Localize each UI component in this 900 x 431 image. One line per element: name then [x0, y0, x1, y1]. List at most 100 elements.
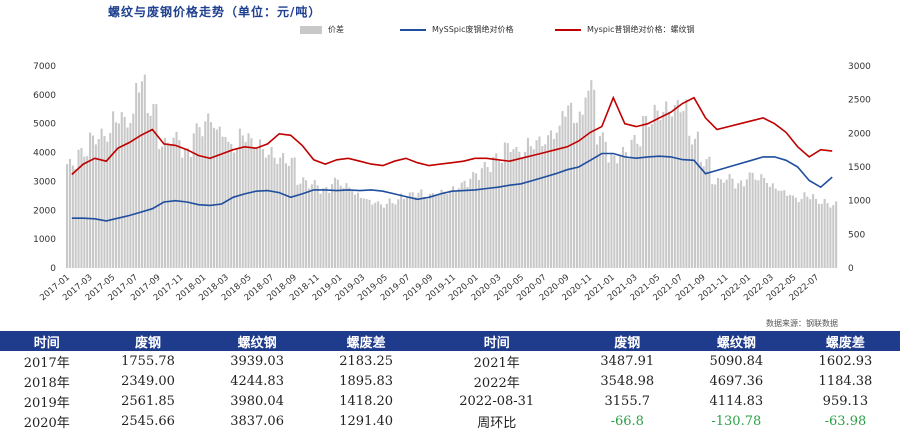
spread-bar	[89, 132, 92, 268]
spread-bar	[282, 153, 285, 268]
spread-bar	[797, 202, 800, 268]
spread-bar	[806, 196, 809, 268]
table-cell: 周环比	[477, 415, 517, 431]
spread-bar	[673, 105, 676, 268]
spread-bar	[538, 136, 541, 268]
spread-bar	[619, 154, 622, 268]
spread-bar	[302, 177, 305, 268]
spread-bar	[627, 158, 630, 268]
spread-bar	[702, 166, 705, 268]
table-cell-change: -130.78	[711, 413, 762, 429]
spread-bar	[420, 189, 423, 268]
spread-bar	[705, 159, 708, 268]
spread-bar	[601, 132, 604, 268]
spread-bar	[186, 148, 190, 268]
spread-bar	[207, 113, 210, 269]
spread-bar	[140, 81, 143, 268]
spread-bar	[394, 204, 397, 268]
spread-bar	[506, 143, 509, 268]
spread-bar	[181, 157, 184, 268]
spread-bar	[740, 180, 743, 268]
spread-bar	[748, 172, 751, 268]
spread-bar	[437, 195, 440, 268]
spread-bar	[621, 146, 625, 268]
spread-bar	[670, 116, 674, 268]
spread-bar	[210, 122, 213, 268]
spread-bar	[532, 149, 535, 268]
y-right-tick-label: 3000	[848, 62, 871, 72]
spread-bar	[316, 185, 319, 268]
table-cell: 4244.83	[230, 373, 284, 389]
spread-bar	[143, 74, 146, 268]
table-cell: 1291.40	[339, 413, 394, 429]
spread-bar	[440, 189, 443, 268]
data-source: 数据来源：钢联数据	[766, 319, 838, 328]
table-row: 2019年 2561.85 3980.04 1418.20 2022-08-31…	[0, 391, 900, 411]
header-cell: 时间	[33, 335, 60, 351]
spread-bar	[227, 141, 230, 268]
spread-bar	[575, 122, 578, 268]
spread-bar	[656, 110, 659, 268]
spread-bar	[368, 199, 371, 268]
spread-bar	[763, 177, 766, 268]
spread-bar	[719, 179, 722, 268]
spread-bar	[428, 193, 432, 268]
rebar-price-line	[71, 95, 833, 176]
spread-bar	[590, 80, 593, 268]
spread-bar	[662, 111, 665, 268]
spread-bar	[126, 127, 129, 268]
table-cell: 1184.38	[818, 373, 873, 389]
spread-bar	[293, 157, 296, 268]
spread-bar	[483, 161, 486, 268]
spread-bar	[452, 186, 455, 268]
spread-bar	[500, 162, 504, 268]
spread-bar	[691, 144, 694, 268]
spread-bar	[714, 184, 717, 268]
spread-bar	[771, 183, 774, 268]
spread-bar	[835, 201, 838, 268]
spread-bar	[68, 158, 71, 268]
spread-bar	[685, 99, 688, 268]
spread-bar	[492, 156, 495, 268]
spread-bar	[313, 180, 316, 268]
spread-bar	[731, 178, 734, 268]
legend-red-swatch	[555, 28, 581, 31]
table-cell: 3837.06	[230, 413, 284, 429]
table-row: 2018年 2349.00 4244.83 1895.83 2022年 3548…	[0, 371, 900, 391]
table-cell: 4697.36	[709, 373, 764, 389]
y-right-tick-label: 1500	[848, 163, 871, 173]
legend-rebar: Myspic普钢绝对价格：螺纹钢	[555, 24, 695, 35]
spread-bar	[832, 205, 835, 268]
spread-bar	[572, 123, 576, 268]
table-cell: 3487.91	[600, 353, 655, 369]
spread-bar	[333, 177, 336, 268]
spread-bar	[166, 142, 169, 268]
header-cell: 螺废差	[346, 335, 386, 351]
spread-bar	[757, 180, 760, 268]
table-cell: 2022-08-31	[459, 393, 535, 409]
spread-bar	[267, 154, 270, 268]
y-left-tick-label: 5000	[33, 120, 56, 130]
spread-bar	[480, 168, 483, 268]
spread-bar	[201, 136, 204, 268]
spread-bar	[155, 104, 158, 268]
spread-bar	[342, 187, 345, 268]
spread-bar	[616, 163, 619, 268]
spread-bar	[138, 92, 141, 268]
price-chart: 0 1000 2000 3000 4000 5000 6000 7000 0 500 1000 150…	[33, 62, 871, 303]
scrap-price-line	[71, 152, 833, 222]
spread-bar	[454, 190, 457, 268]
spread-bar	[351, 191, 354, 268]
spread-bar	[653, 104, 656, 269]
spread-bar	[356, 192, 360, 268]
summary-table: 时间 废钢 螺纹钢 螺废差 时间 废钢 螺纹钢 螺废差 2017年 1755.7…	[0, 331, 900, 431]
spread-bar	[132, 113, 135, 268]
table-cell: 3155.7	[604, 393, 651, 409]
spread-bar	[261, 149, 264, 268]
legend-blue-swatch	[400, 28, 426, 31]
spread-bar	[549, 130, 553, 268]
spread-bar	[503, 142, 506, 268]
spread-bar	[460, 182, 463, 268]
spread-bar	[596, 144, 599, 268]
spread-bar	[184, 149, 187, 268]
